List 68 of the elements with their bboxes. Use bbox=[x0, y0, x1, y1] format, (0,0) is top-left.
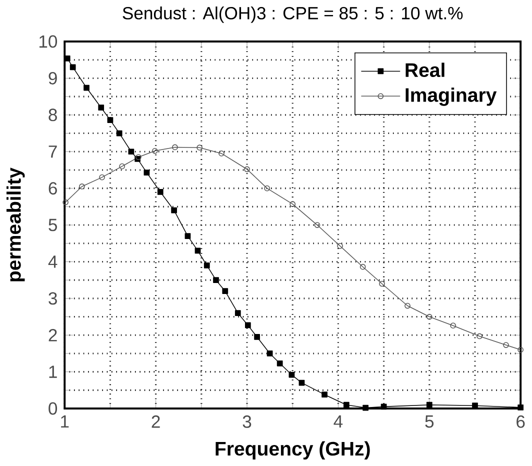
legend-label: Imaginary bbox=[406, 88, 497, 106]
legend-label: Real bbox=[406, 62, 444, 78]
x-tick-label: 6 bbox=[516, 415, 525, 428]
point bbox=[172, 144, 178, 150]
y-tick-label: 4 bbox=[48, 256, 58, 268]
point bbox=[380, 404, 387, 410]
point bbox=[119, 163, 126, 170]
point bbox=[196, 144, 203, 151]
point bbox=[84, 84, 90, 91]
point bbox=[98, 104, 104, 110]
x-tick-label: 3 bbox=[242, 415, 252, 428]
point bbox=[184, 233, 191, 239]
x-tick-label: 5 bbox=[425, 415, 434, 428]
x-axis-title: Frequency (GHz) bbox=[216, 441, 370, 460]
point bbox=[450, 322, 456, 328]
x-tick-label: 2 bbox=[152, 415, 160, 428]
y-tick-label: 0 bbox=[48, 402, 58, 415]
x-tick-label: 1 bbox=[61, 415, 69, 428]
point bbox=[360, 264, 366, 270]
point bbox=[218, 150, 224, 156]
point bbox=[244, 322, 251, 328]
point bbox=[171, 207, 177, 214]
point bbox=[426, 314, 432, 320]
point bbox=[152, 148, 158, 154]
point bbox=[276, 360, 283, 366]
point bbox=[337, 243, 343, 249]
y-tick-label: 9 bbox=[48, 72, 57, 84]
point bbox=[314, 222, 320, 228]
x-tick-label: 4 bbox=[334, 415, 343, 428]
y-tick-label: 8 bbox=[48, 108, 57, 122]
point bbox=[213, 277, 219, 283]
point bbox=[254, 334, 260, 340]
y-tick-label: 10 bbox=[40, 35, 58, 48]
y-tick-label: 3 bbox=[48, 292, 57, 305]
point bbox=[244, 166, 250, 172]
point bbox=[128, 148, 134, 155]
point bbox=[518, 404, 524, 410]
point bbox=[222, 288, 228, 294]
point bbox=[290, 201, 296, 208]
y-tick-label: 1 bbox=[49, 366, 57, 378]
point bbox=[99, 174, 105, 180]
y-tick-label: 7 bbox=[48, 146, 57, 158]
chart-title: Sendust : Al(OH)3 : CPE = 85 : 5 : 10 wt.% bbox=[122, 6, 463, 23]
point bbox=[343, 402, 350, 408]
point bbox=[503, 342, 509, 348]
point bbox=[144, 170, 150, 176]
point bbox=[379, 280, 385, 287]
point bbox=[362, 404, 368, 411]
point bbox=[426, 402, 432, 408]
y-tick-label: 5 bbox=[48, 218, 57, 232]
y-tick-label: 2 bbox=[48, 328, 57, 342]
point bbox=[70, 64, 76, 70]
point bbox=[404, 302, 410, 309]
point bbox=[116, 130, 122, 136]
point bbox=[266, 350, 273, 356]
point bbox=[288, 372, 295, 378]
point bbox=[204, 262, 210, 268]
point bbox=[79, 184, 85, 190]
point bbox=[234, 310, 241, 316]
point bbox=[157, 189, 164, 195]
point bbox=[264, 185, 270, 192]
y-tick-label: 6 bbox=[48, 182, 57, 195]
y-axis-title: permeability bbox=[6, 168, 25, 282]
point bbox=[107, 117, 114, 123]
point bbox=[322, 392, 328, 398]
point bbox=[298, 380, 305, 386]
point bbox=[476, 333, 482, 340]
point bbox=[194, 248, 201, 254]
